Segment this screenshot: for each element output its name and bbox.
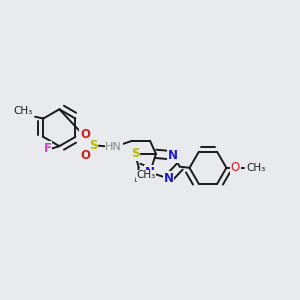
Text: O: O (80, 128, 90, 141)
Text: O: O (231, 161, 240, 174)
Text: N: N (168, 149, 178, 162)
Text: O: O (80, 149, 90, 162)
Text: N: N (164, 172, 173, 185)
Text: N: N (145, 166, 155, 179)
Text: F: F (44, 142, 52, 155)
Text: HN: HN (105, 142, 122, 152)
Text: S: S (131, 147, 140, 161)
Text: CH₃: CH₃ (246, 163, 265, 173)
Text: CH₃: CH₃ (136, 170, 156, 180)
Text: S: S (89, 139, 97, 152)
Text: CH₃: CH₃ (14, 106, 33, 116)
